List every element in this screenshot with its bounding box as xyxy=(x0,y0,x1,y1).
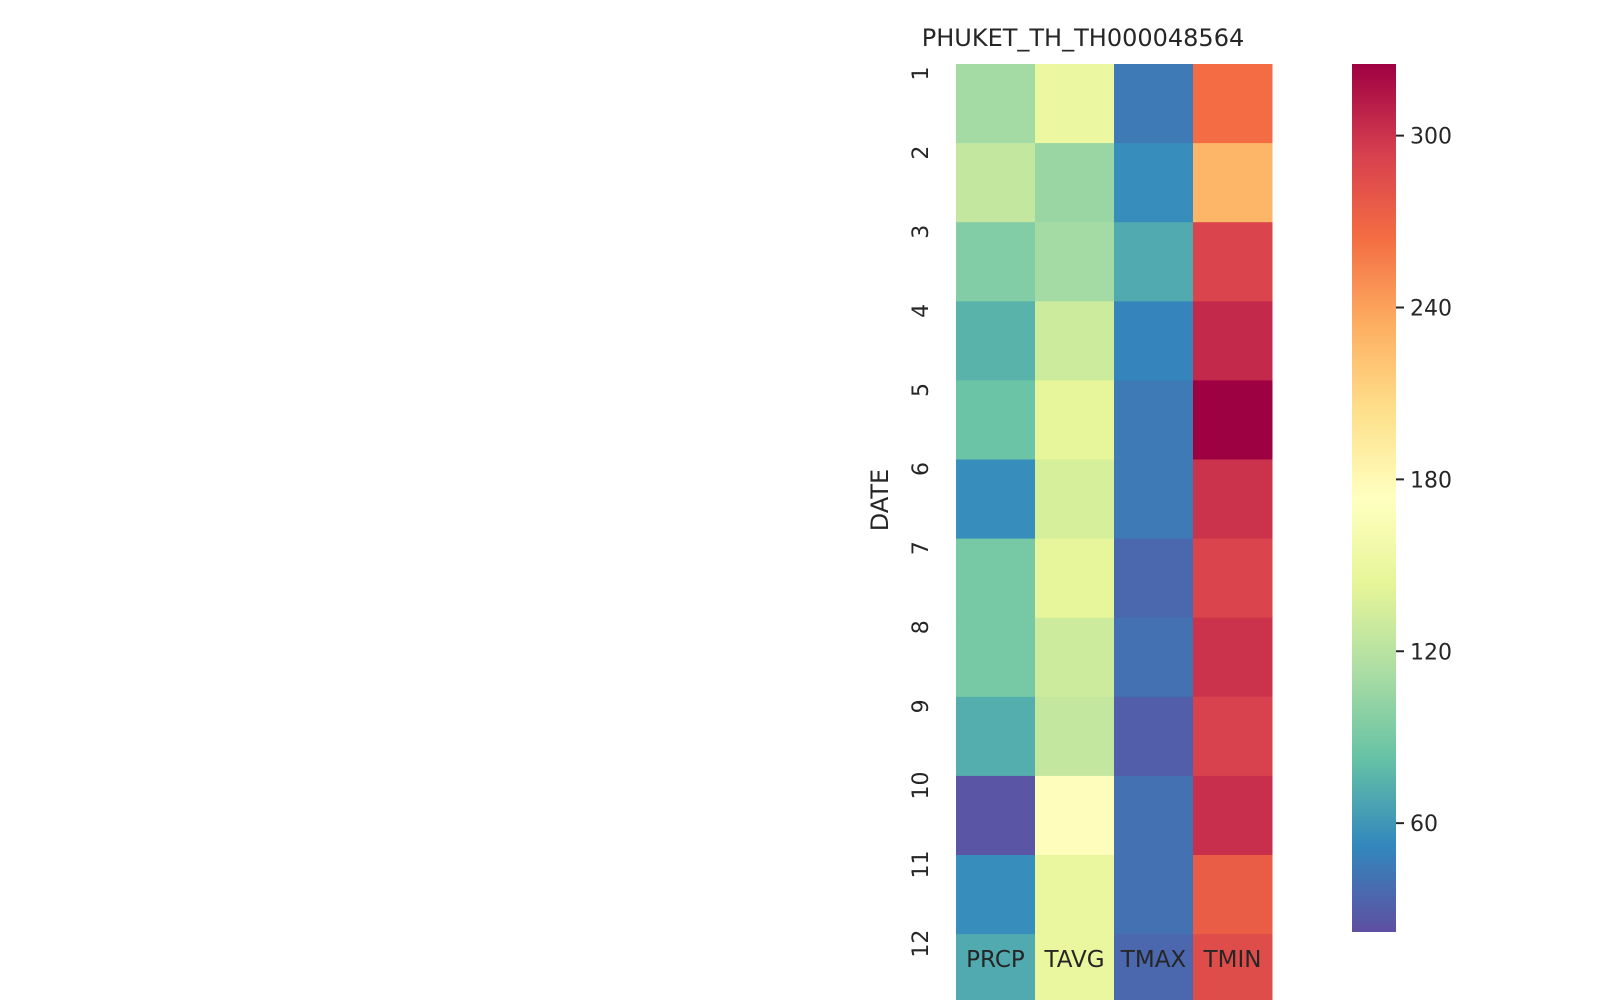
heatmap-cell-9-TAVG xyxy=(1035,696,1115,777)
y-tick-label: 1 xyxy=(909,67,934,81)
y-tick-label: 5 xyxy=(909,383,934,397)
heatmap-cell-9-TMAX xyxy=(1114,696,1194,777)
y-tick-label: 9 xyxy=(909,699,934,713)
heatmap-cell-7-PRCP xyxy=(956,538,1036,619)
heatmap-cell-5-TMAX xyxy=(1114,380,1194,460)
x-tick-label: TAVG xyxy=(1043,947,1104,973)
y-tick-label: 4 xyxy=(909,304,934,318)
heatmap-cell-9-TMIN xyxy=(1193,696,1273,777)
y-tick-label: 2 xyxy=(909,146,934,160)
heatmap-cell-6-PRCP xyxy=(956,459,1036,540)
y-axis-label: DATE xyxy=(866,469,894,531)
heatmap-cell-2-TMIN xyxy=(1193,143,1273,223)
heatmap-cell-1-TAVG xyxy=(1035,64,1115,144)
heatmap-cell-6-TMIN xyxy=(1193,459,1273,540)
heatmap-cell-3-PRCP xyxy=(956,222,1036,302)
colorbar-gradient xyxy=(1352,64,1396,932)
colorbar-tick-label: 180 xyxy=(1410,468,1452,493)
colorbar-tick-label: 120 xyxy=(1410,640,1452,665)
heatmap-cell-7-TMIN xyxy=(1193,538,1273,619)
heatmap-cell-8-PRCP xyxy=(956,617,1036,698)
heatmap-cell-1-TMAX xyxy=(1114,64,1194,144)
heatmap-cell-7-TMAX xyxy=(1114,538,1194,619)
heatmap-cell-4-TAVG xyxy=(1035,301,1115,381)
heatmap-cell-10-TMAX xyxy=(1114,775,1194,856)
heatmap-cell-12-TMAX xyxy=(1114,934,1194,1000)
heatmap-cell-5-PRCP xyxy=(956,380,1036,460)
heatmap-cell-8-TMIN xyxy=(1193,617,1273,698)
heatmap-cell-2-PRCP xyxy=(956,143,1036,223)
x-tick-label: TMIN xyxy=(1203,947,1262,973)
heatmap-cell-11-TAVG xyxy=(1035,855,1115,935)
heatmap-cell-12-TMIN xyxy=(1193,934,1273,1000)
colorbar-tick-label: 60 xyxy=(1410,812,1438,837)
heatmap-cell-11-TMAX xyxy=(1114,855,1194,935)
heatmap-cell-12-PRCP xyxy=(956,934,1036,1000)
heatmap-cell-11-PRCP xyxy=(956,855,1036,935)
heatmap-cell-3-TMAX xyxy=(1114,222,1194,302)
heatmap-cell-8-TAVG xyxy=(1035,617,1115,698)
y-tick-label: 12 xyxy=(909,930,934,958)
heatmap-cell-1-PRCP xyxy=(956,64,1036,144)
colorbar-tick-label: 300 xyxy=(1410,125,1452,150)
chart-title: PHUKET_TH_TH000048564 xyxy=(922,24,1245,52)
heatmap-cell-4-TMAX xyxy=(1114,301,1194,381)
heatmap-cell-3-TAVG xyxy=(1035,222,1115,302)
x-tick-labels: PRCP TAVG TMAX TMIN xyxy=(966,947,1261,973)
heatmap-cell-2-TAVG xyxy=(1035,143,1115,223)
heatmap-cell-11-TMIN xyxy=(1193,855,1273,935)
x-tick-label: TMAX xyxy=(1120,947,1187,973)
y-tick-label: 8 xyxy=(909,620,934,634)
colorbar: 60 120 180 240 300 xyxy=(1352,64,1452,932)
heatmap-cell-4-PRCP xyxy=(956,301,1036,381)
heatmap-cells xyxy=(956,64,1273,1000)
heatmap-cell-12-TAVG xyxy=(1035,934,1115,1000)
heatmap-cell-7-TAVG xyxy=(1035,538,1115,619)
y-tick-label: 6 xyxy=(909,462,934,476)
heatmap-cell-1-TMIN xyxy=(1193,64,1273,144)
heatmap-cell-10-TMIN xyxy=(1193,775,1273,856)
y-tick-label: 11 xyxy=(909,851,934,879)
heatmap-cell-10-PRCP xyxy=(956,775,1036,856)
heatmap-cell-6-TMAX xyxy=(1114,459,1194,540)
heatmap-cell-5-TAVG xyxy=(1035,380,1115,460)
y-tick-label: 3 xyxy=(909,225,934,239)
y-tick-label: 7 xyxy=(909,541,934,555)
y-tick-label: 10 xyxy=(909,771,934,799)
colorbar-tick-label: 240 xyxy=(1410,296,1452,321)
heatmap-cell-3-TMIN xyxy=(1193,222,1273,302)
heatmap-cell-4-TMIN xyxy=(1193,301,1273,381)
heatmap-cell-9-PRCP xyxy=(956,696,1036,777)
heatmap-cell-2-TMAX xyxy=(1114,143,1194,223)
x-tick-label: PRCP xyxy=(966,947,1025,973)
heatmap-cell-5-TMIN xyxy=(1193,380,1273,460)
heatmap-cell-6-TAVG xyxy=(1035,459,1115,540)
heatmap-cell-8-TMAX xyxy=(1114,617,1194,698)
heatmap-cell-10-TAVG xyxy=(1035,775,1115,856)
